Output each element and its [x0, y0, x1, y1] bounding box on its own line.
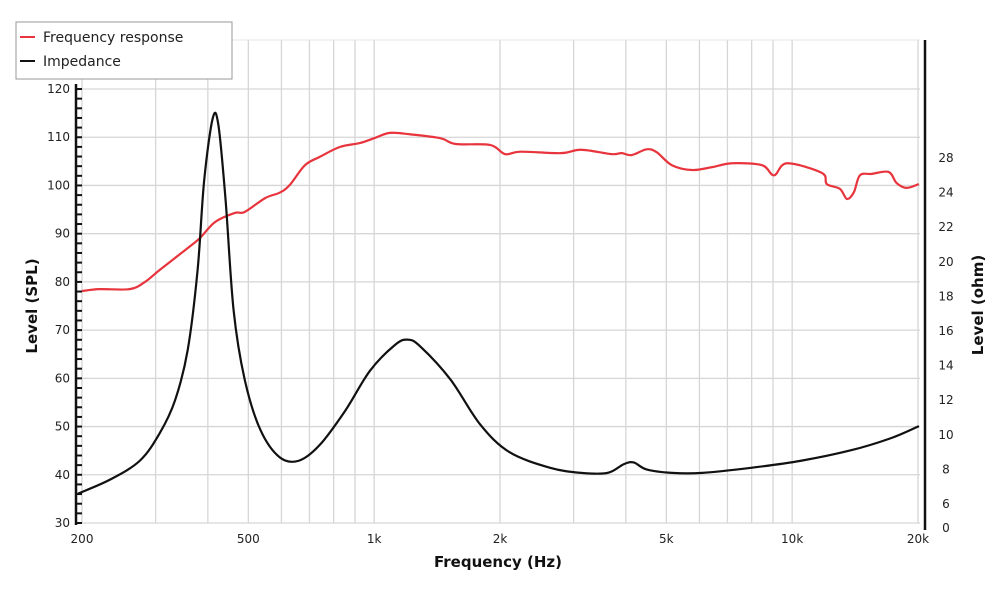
y2-tick-label: 14	[938, 359, 953, 373]
y-tick-label: 50	[55, 420, 70, 434]
legend: Frequency response Impedance	[15, 21, 233, 80]
x-tick-label: 1k	[367, 532, 382, 546]
y-axis-label: Level (SPL)	[23, 258, 41, 353]
y2-tick-label: 24	[938, 186, 953, 200]
y2-tick-label: 10	[938, 428, 953, 442]
y2-tick-label: 6	[942, 497, 950, 511]
y2-tick-label: 12	[938, 393, 953, 407]
y2-tick-label: 28	[938, 151, 953, 165]
x-axis-label: Frequency (Hz)	[434, 553, 562, 571]
x-tick-label: 200	[71, 532, 94, 546]
y2-axis-label: Level (ohm)	[969, 255, 987, 355]
legend-box	[15, 21, 233, 80]
series-line-frequency-response	[81, 131, 920, 293]
y2-tick-label: 20	[938, 255, 953, 269]
y-tick-label: 80	[55, 275, 70, 289]
y-tick-label: 60	[55, 371, 70, 385]
x-tick-label: 5k	[659, 532, 674, 546]
y2-tick-label: 0	[942, 521, 950, 535]
x-tick-label: 500	[237, 532, 260, 546]
grid	[78, 39, 920, 524]
y-tick-label: 110	[47, 130, 70, 144]
series-line-impedance	[77, 111, 920, 495]
y2-tick-label: 22	[938, 220, 953, 234]
y-tick-label: 120	[47, 82, 70, 96]
y2-tick-label: 8	[942, 462, 950, 476]
series-lines	[77, 111, 920, 495]
x-tick-label: 20k	[907, 532, 929, 546]
x-tick-label: 10k	[781, 532, 803, 546]
y2-tick-label: 18	[938, 289, 953, 303]
y-tick-label: 70	[55, 323, 70, 337]
y-tick-label: 90	[55, 227, 70, 241]
y-tick-label: 100	[47, 178, 70, 192]
y-tick-label: 40	[55, 468, 70, 482]
legend-label-impedance: Impedance	[43, 54, 121, 70]
y-tick-label: 30	[55, 516, 70, 530]
legend-label-frequency-response: Frequency response	[43, 30, 183, 46]
axes: 3040506070809010011012028242220181614121…	[47, 40, 954, 546]
x-tick-label: 2k	[493, 532, 508, 546]
y2-tick-label: 16	[938, 324, 953, 338]
